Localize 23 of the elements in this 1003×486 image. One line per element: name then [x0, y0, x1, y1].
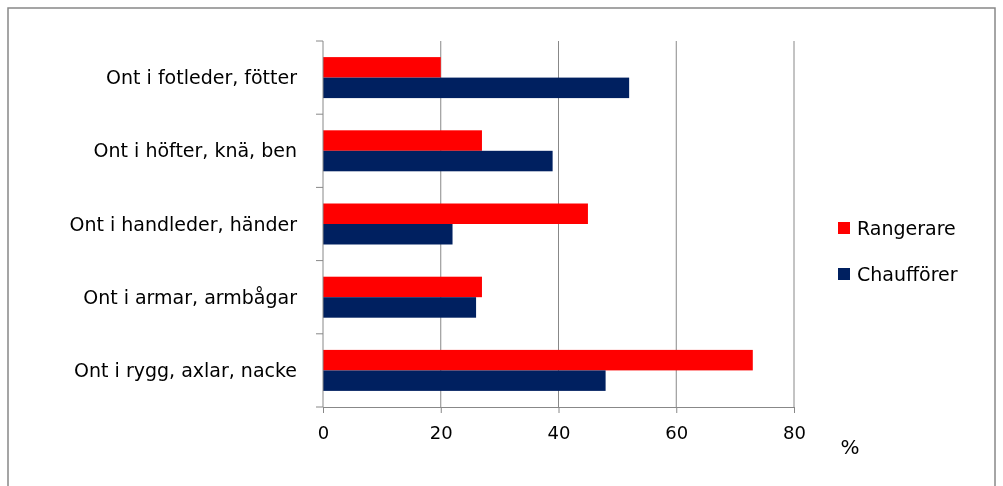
bar: [323, 224, 453, 245]
y-tick-label: Ont i handleder, händer: [69, 212, 298, 235]
bar: [323, 77, 630, 99]
bar: [323, 276, 482, 298]
legend-label: Chaufförer: [857, 262, 958, 285]
x-tick-label: 20: [429, 422, 453, 444]
legend-label: Rangerare: [857, 216, 956, 239]
x-tick-label: 80: [783, 422, 806, 444]
bar: [323, 150, 553, 172]
x-tick-label: 0: [317, 422, 330, 444]
y-tick-label: Ont i armar, armbågar: [83, 285, 298, 308]
y-tick-label: Ont i rygg, axlar, nacke: [74, 359, 297, 382]
bar: [323, 130, 482, 151]
x-axis-title: %: [840, 435, 860, 459]
bar: [323, 203, 588, 224]
bar: [323, 349, 753, 371]
x-tick-label: 60: [665, 422, 689, 444]
bar: [323, 57, 441, 78]
bar: [323, 297, 477, 318]
bar: [323, 370, 606, 391]
x-tick-label: 40: [547, 422, 571, 444]
y-tick-label: Ont i höfter, knä, ben: [93, 139, 297, 162]
y-tick-label: Ont i fotleder, fötter: [106, 66, 298, 89]
